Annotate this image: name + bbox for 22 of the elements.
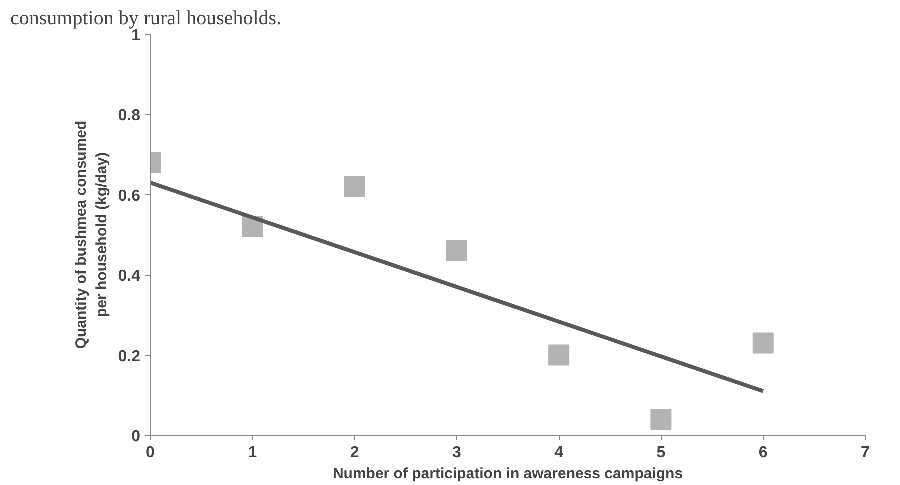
point xyxy=(344,176,366,198)
x-tick-label: 5 xyxy=(656,444,666,462)
y-axis-title: Quantity of bushmea consumed per household (kg/day) xyxy=(72,120,110,350)
x-tick-label: 7 xyxy=(861,444,870,462)
point xyxy=(548,344,570,366)
y-tick-label: 0.8 xyxy=(118,108,141,125)
y-tick-label: 0 xyxy=(132,428,141,446)
y-tick-label: 0.4 xyxy=(118,268,141,286)
point xyxy=(752,332,774,354)
point xyxy=(650,408,672,430)
x-tick-label: 0 xyxy=(146,444,156,462)
x-tick-label: 4 xyxy=(554,444,564,462)
x-tick-label: 6 xyxy=(758,444,768,462)
y-tick-label: 1 xyxy=(132,28,141,44)
point xyxy=(446,240,468,262)
x-axis-title: Number of participation in awareness campaigns xyxy=(332,466,684,482)
x-tick-label: 1 xyxy=(248,444,258,462)
x-tick-label: 2 xyxy=(350,444,360,462)
y-tick-label: 0.2 xyxy=(118,348,141,366)
y-tick-label: 0.6 xyxy=(118,188,141,205)
chart-title: consumption by rural households. xyxy=(10,8,282,30)
x-tick-label: 3 xyxy=(452,444,462,462)
